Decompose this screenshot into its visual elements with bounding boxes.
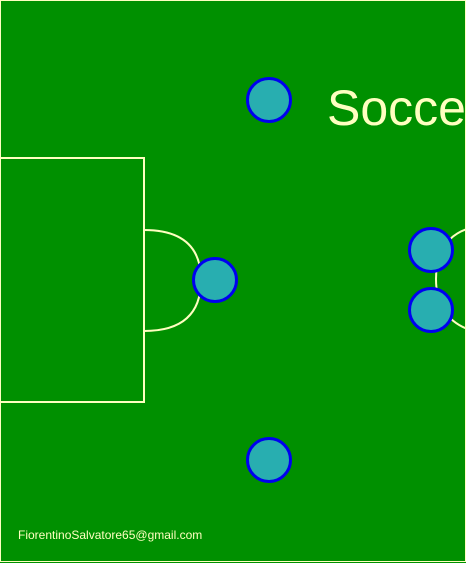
player-marker-5[interactable] — [246, 437, 292, 483]
player-marker-2[interactable] — [192, 257, 238, 303]
penalty-box-left — [0, 157, 145, 403]
player-marker-4[interactable] — [408, 287, 454, 333]
author-credit: FiorentinoSalvatore65@gmail.com — [18, 528, 203, 542]
center-circle-partial — [434, 228, 466, 330]
player-marker-1[interactable] — [246, 77, 292, 123]
page-title: Soccer — [327, 80, 466, 136]
player-marker-3[interactable] — [408, 227, 454, 273]
